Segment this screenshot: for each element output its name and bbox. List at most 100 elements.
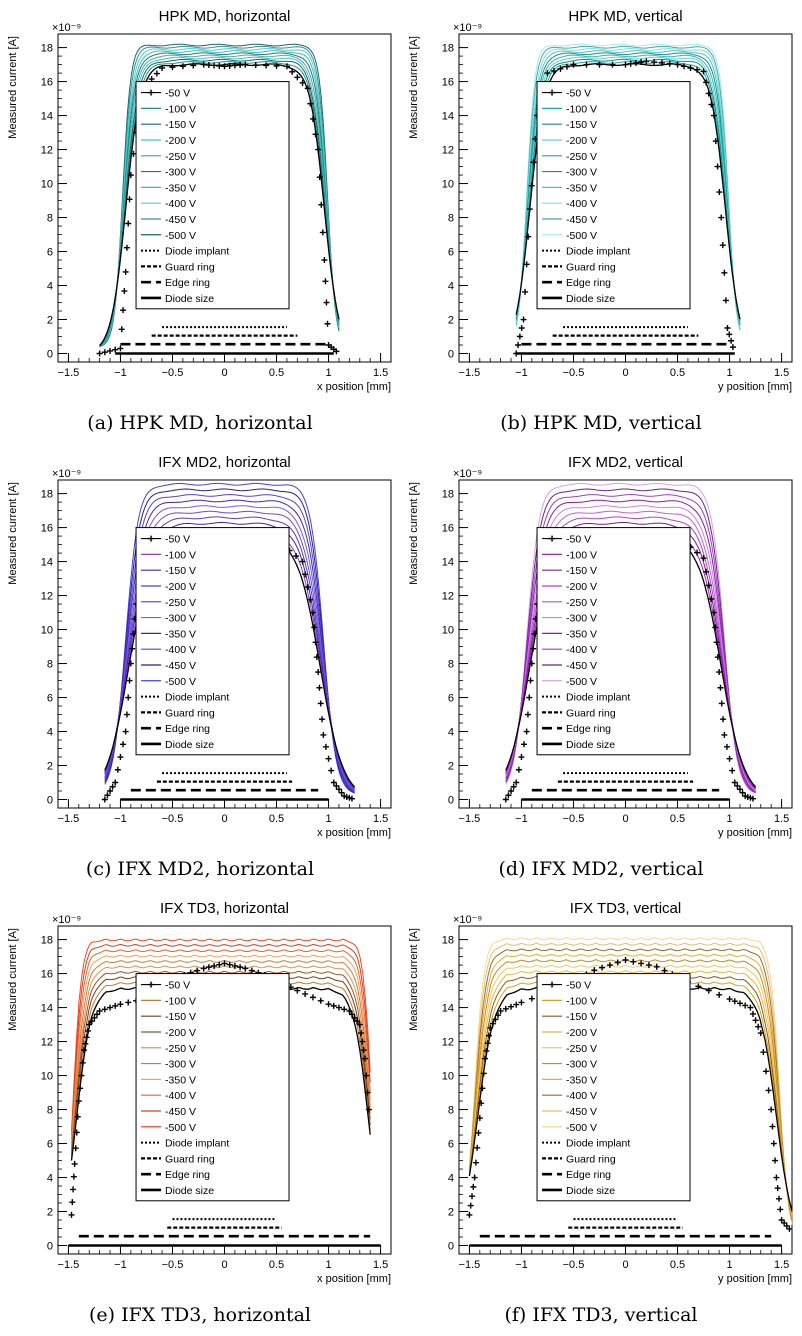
marker-50v <box>82 1040 89 1047</box>
legend-marker <box>148 89 155 96</box>
marker-50v <box>591 967 598 974</box>
marker-50v <box>523 261 530 268</box>
marker-50v <box>614 959 621 966</box>
marker-50v <box>123 711 130 718</box>
marker-50v <box>360 1047 367 1054</box>
marker-50v <box>96 350 103 357</box>
marker-50v <box>695 983 702 990</box>
legend-label: -50 V <box>165 88 190 100</box>
marker-50v <box>622 956 629 963</box>
marker-50v <box>121 288 128 295</box>
y-tick-label: 4 <box>448 1173 454 1185</box>
y-tick-label: 16 <box>41 77 53 89</box>
marker-50v <box>769 1123 776 1130</box>
x-tick-label: −1.5 <box>58 1259 80 1271</box>
marker-50v <box>728 337 735 344</box>
legend-label: -200 V <box>566 1027 597 1039</box>
voltage-curve <box>505 499 756 792</box>
y-tick-label: 8 <box>448 659 454 671</box>
marker-50v <box>283 63 290 70</box>
marker-50v <box>289 68 296 75</box>
marker-50v <box>302 990 309 997</box>
marker-50v <box>333 782 340 789</box>
x-tick-label: 0.5 <box>269 367 284 379</box>
legend-label: -150 V <box>566 1011 597 1023</box>
x-tick-label: −1 <box>515 367 528 379</box>
voltage-curve <box>515 50 741 326</box>
marker-50v <box>658 59 665 66</box>
voltage-curve <box>515 47 741 328</box>
marker-50v <box>522 288 529 295</box>
marker-50v <box>513 1001 520 1008</box>
chart-title: IFX TD3, vertical <box>570 900 681 917</box>
marker-50v <box>216 961 223 968</box>
y-tick-label: 2 <box>47 315 53 327</box>
y-axis-exponent: ×10⁻⁹ <box>52 914 81 926</box>
marker-50v <box>570 61 577 68</box>
voltage-curve <box>104 488 355 794</box>
legend-marker <box>148 535 155 542</box>
marker-50v <box>710 609 717 616</box>
x-tick-label: 0.5 <box>269 1259 284 1271</box>
marker-50v <box>78 1072 85 1079</box>
y-axis-exponent: ×10⁻⁹ <box>453 914 482 926</box>
marker-50v <box>263 62 270 69</box>
marker-50v <box>112 346 119 353</box>
marker-50v <box>293 553 300 560</box>
marker-50v <box>309 115 316 122</box>
marker-50v <box>91 1014 98 1021</box>
legend-label: Diode implant <box>566 246 630 258</box>
marker-50v <box>221 63 228 70</box>
marker-50v <box>69 1199 76 1206</box>
marker-50v <box>489 1020 496 1027</box>
voltage-curve <box>515 54 741 324</box>
marker-50v <box>687 64 694 71</box>
figure-caption: (a) HPK MD, horizontal <box>87 412 313 434</box>
marker-50v <box>516 333 523 340</box>
marker-50v <box>469 1193 476 1200</box>
x-tick-label: 1 <box>727 1259 733 1271</box>
x-tick-label: 0 <box>221 367 227 379</box>
legend: -50 V -100 V -150 V -200 V -250 V -300 V -350 … <box>135 973 290 1202</box>
voltage-curve <box>71 949 371 1140</box>
marker-50v <box>315 146 322 153</box>
marker-50v <box>681 63 688 70</box>
voltage-curve <box>505 488 756 794</box>
x-axis-label: y position [mm] <box>718 827 792 839</box>
marker-50v <box>123 244 130 251</box>
marker-50v <box>74 1113 81 1120</box>
legend-label: Guard ring <box>566 707 616 719</box>
voltage-curve <box>99 50 340 348</box>
legend-label: -450 V <box>165 214 196 226</box>
y-tick-label: 4 <box>47 727 53 739</box>
y-tick-label: 0 <box>47 795 53 807</box>
legend-label: -250 V <box>165 1043 196 1055</box>
legend-label: -450 V <box>165 1106 196 1118</box>
marker-50v <box>114 766 121 773</box>
x-tick-label: 0 <box>622 813 628 825</box>
marker-50v <box>83 1034 90 1041</box>
marker-50v <box>70 1186 77 1193</box>
marker-50v <box>505 792 512 799</box>
marker-50v <box>312 131 319 138</box>
marker-50v <box>513 779 520 786</box>
voltage-curve <box>71 943 371 1136</box>
legend-box <box>135 973 290 1202</box>
x-tick-label: −1.5 <box>459 367 481 379</box>
legend-label: -200 V <box>165 581 196 593</box>
y-tick-label: 2 <box>448 1207 454 1219</box>
marker-50v <box>515 342 522 349</box>
voltage-curve <box>104 499 355 792</box>
y-tick-label: 12 <box>41 145 53 157</box>
marker-50v <box>88 1018 95 1025</box>
voltage-curve <box>515 58 741 321</box>
marker-50v <box>736 1000 743 1007</box>
y-tick-label: 10 <box>41 625 53 637</box>
marker-50v <box>723 743 730 750</box>
marker-50v <box>510 783 517 790</box>
legend-label: Diode implant <box>566 692 630 704</box>
marker-50v <box>125 999 132 1006</box>
legend-label: -500 V <box>165 676 196 688</box>
legend-label: -450 V <box>566 1106 597 1118</box>
y-tick-label: 16 <box>442 969 454 981</box>
